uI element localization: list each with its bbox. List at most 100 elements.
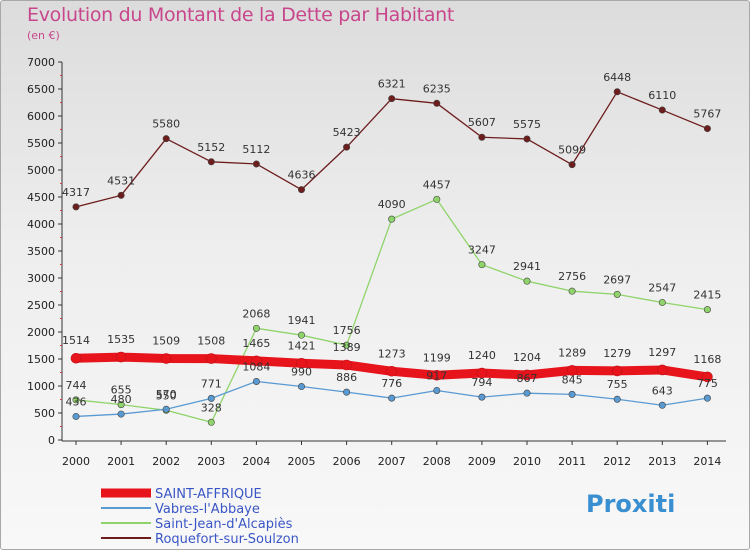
data-point [343,388,351,396]
data-label: 845 [562,373,583,386]
data-point [478,393,486,401]
series-line [75,91,709,208]
data-point [613,290,621,298]
data-point [70,352,82,364]
y-tick-label: 3000 [27,272,55,285]
data-label: 1421 [288,339,316,352]
data-point [658,298,666,306]
y-tick-label: 6000 [27,110,55,123]
data-point [433,386,441,394]
data-point [568,390,576,398]
y-tick-label: 1000 [27,380,55,393]
data-point [658,106,666,114]
data-label: 2697 [603,273,631,286]
x-tick-label: 2009 [468,455,496,468]
data-point [478,261,486,269]
x-tick-label: 2007 [378,455,406,468]
data-point [206,353,217,364]
chart-subtitle: (en €) [27,29,60,42]
data-label: 886 [336,371,357,384]
data-point [568,287,576,295]
data-label: 1168 [693,353,721,366]
data-label: 5112 [242,143,270,156]
data-point [207,394,215,402]
data-point [117,401,125,409]
x-tick-label: 2012 [603,455,631,468]
data-label: 5767 [693,108,721,121]
data-label: 3247 [468,244,496,257]
data-point [568,161,576,169]
data-point [162,135,170,143]
data-label: 917 [426,369,447,382]
data-point [252,377,260,385]
data-point [613,88,621,96]
data-label: 1240 [468,349,496,362]
data-label: 2756 [558,270,586,283]
data-point [431,369,443,381]
data-point [72,412,80,420]
data-point [703,306,711,314]
data-point [72,396,80,404]
data-point [523,135,531,143]
data-point [656,364,668,376]
data-label: 1297 [648,346,676,359]
data-point [386,365,398,377]
x-tick-label: 2010 [513,455,541,468]
data-point [433,99,441,107]
data-label: 328 [201,401,222,414]
data-label: 6448 [603,71,631,84]
data-label: 990 [291,366,312,379]
data-point [388,215,396,223]
data-point [207,418,215,426]
y-tick-label: 500 [34,407,55,420]
data-point [433,195,441,203]
data-point [478,133,486,141]
data-label: 794 [471,376,492,389]
data-point [566,365,578,376]
legend-label: Vabres-l'Abbaye [155,502,260,517]
data-point [388,394,396,402]
data-point [343,341,351,349]
data-label: 1289 [558,346,586,359]
y-tick-label: 7000 [27,56,55,69]
x-tick-label: 2001 [107,455,135,468]
data-label: 5580 [152,118,180,131]
data-label: 4317 [62,186,90,199]
data-point [703,394,711,402]
x-tick-label: 2003 [197,455,225,468]
data-point [251,355,262,367]
legend-label: Saint-Jean-d'Alcapiès [155,517,293,532]
data-label: 655 [111,384,132,397]
x-tick-label: 2005 [288,455,316,468]
y-tick-label: 0 [48,434,55,447]
data-label: 5099 [558,144,586,157]
data-label: 1389 [333,341,361,354]
y-tick-label: 4000 [27,218,55,231]
data-label: 436 [66,395,87,408]
legend-label: Roquefort-sur-Soulzon [155,532,299,547]
data-label: 1204 [513,351,541,364]
data-label: 744 [66,379,87,392]
data-label: 2068 [242,307,270,320]
data-point [613,395,621,403]
data-point [207,158,215,166]
data-point [160,353,172,364]
data-label: 1509 [152,335,180,348]
data-label: 550 [156,389,177,402]
data-label: 1279 [603,347,631,360]
data-label: 755 [607,378,628,391]
data-point [72,203,80,211]
y-tick-label: 2000 [27,326,55,339]
data-point [341,359,352,371]
data-label: 1465 [242,337,270,350]
data-label: 2941 [513,260,541,273]
data-point [297,383,305,391]
y-tick-label: 3500 [27,245,55,258]
x-tick-label: 2014 [693,455,721,468]
data-point [343,143,351,151]
data-label: 6235 [423,82,451,95]
data-label: 5575 [513,118,541,131]
data-label: 4457 [423,178,451,191]
data-label: 771 [201,377,222,390]
